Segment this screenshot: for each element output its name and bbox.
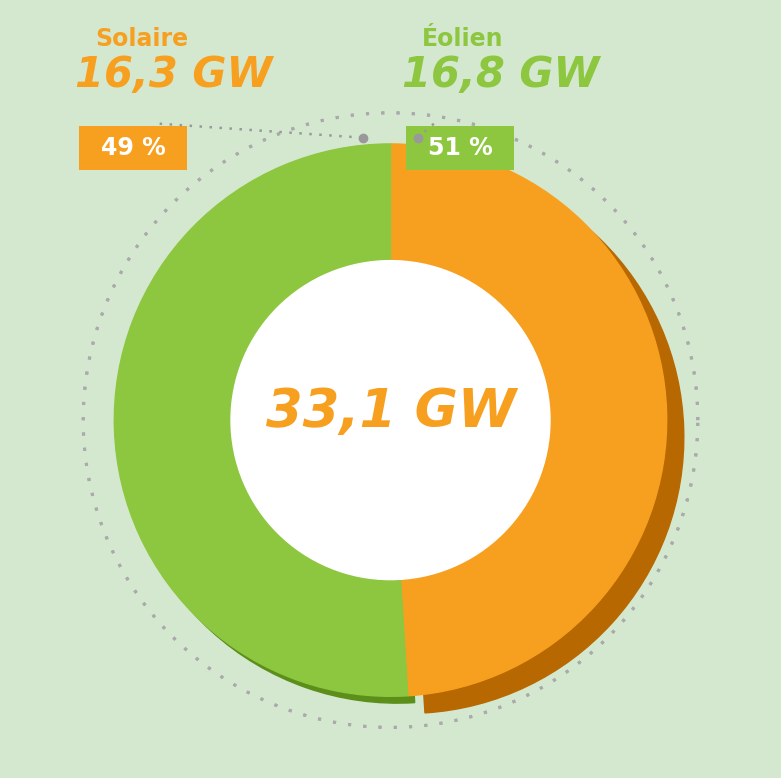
Text: 51 %: 51 % <box>428 136 493 159</box>
Text: 49 %: 49 % <box>101 136 166 159</box>
FancyBboxPatch shape <box>80 126 187 170</box>
Wedge shape <box>114 144 408 696</box>
Wedge shape <box>408 161 684 713</box>
Circle shape <box>110 140 671 700</box>
Wedge shape <box>390 144 667 696</box>
FancyBboxPatch shape <box>406 126 514 170</box>
Text: 16,8 GW: 16,8 GW <box>402 54 600 96</box>
Text: 16,3 GW: 16,3 GW <box>76 54 273 96</box>
Circle shape <box>231 261 550 580</box>
Wedge shape <box>121 151 415 703</box>
Text: Éolien: Éolien <box>422 26 503 51</box>
Text: Solaire: Solaire <box>95 26 188 51</box>
Text: 33,1 GW: 33,1 GW <box>266 387 515 438</box>
